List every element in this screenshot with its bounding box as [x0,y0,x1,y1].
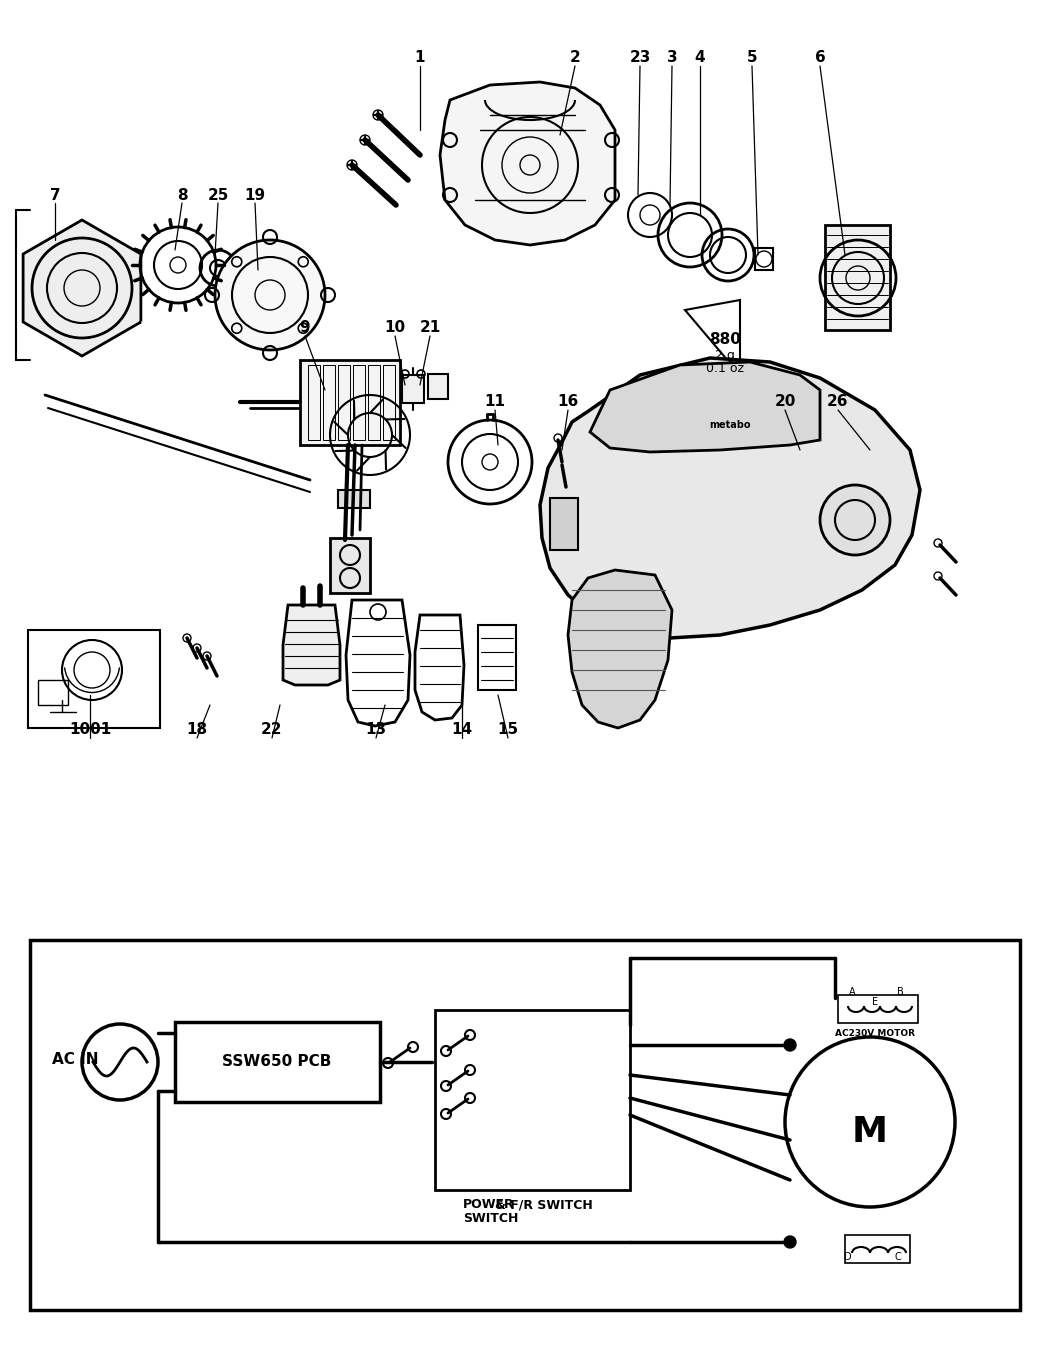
Bar [330,538,370,593]
Circle shape [215,240,326,350]
Polygon shape [540,359,920,638]
Text: 0.1 oz: 0.1 oz [706,361,744,375]
Polygon shape [568,570,672,728]
Text: 14: 14 [452,723,472,738]
Text: 18: 18 [187,723,208,738]
Text: 11: 11 [484,394,505,409]
Circle shape [82,1024,158,1101]
Bar [825,225,890,330]
Text: D: D [844,1253,852,1262]
Bar [550,498,578,550]
Circle shape [784,1236,796,1249]
Text: E: E [872,997,878,1008]
Circle shape [441,1109,452,1118]
Text: C: C [895,1253,901,1262]
Text: 22: 22 [261,723,282,738]
Text: 2: 2 [569,51,581,66]
Circle shape [360,136,370,145]
Text: AC230V MOTOR: AC230V MOTOR [835,1029,915,1039]
Text: 8: 8 [176,188,187,203]
Bar [838,995,918,1023]
Circle shape [441,1046,452,1055]
Bar [28,630,160,728]
Text: 880: 880 [709,333,741,348]
Bar [38,680,68,705]
Text: POWER: POWER [463,1198,514,1212]
Bar [338,490,370,508]
Text: M: M [852,1114,888,1149]
Circle shape [820,485,890,554]
Circle shape [784,1039,796,1051]
Text: 6: 6 [815,51,825,66]
Text: 13: 13 [365,723,386,738]
Polygon shape [23,220,141,356]
Text: SSW650 PCB: SSW650 PCB [223,1054,332,1069]
Text: 20: 20 [774,394,796,409]
Polygon shape [440,82,615,245]
Bar [300,360,400,445]
Text: 1001: 1001 [69,723,111,738]
Text: 19: 19 [245,188,266,203]
Circle shape [465,1029,475,1040]
Circle shape [785,1036,956,1207]
Text: metabo: metabo [709,420,751,430]
Text: 25: 25 [207,188,229,203]
Bar [435,1010,630,1190]
Bar [428,374,448,398]
Text: B: B [897,987,903,997]
Text: AC IN: AC IN [52,1053,99,1068]
Bar [308,366,320,439]
Text: 23: 23 [629,51,651,66]
Bar [478,626,516,690]
Circle shape [465,1065,475,1075]
Circle shape [408,1042,418,1051]
Bar [30,941,1020,1310]
Text: 26: 26 [827,394,848,409]
Circle shape [346,160,357,170]
Circle shape [465,1092,475,1103]
Text: 5: 5 [747,51,757,66]
Bar [175,1023,380,1102]
Text: 21: 21 [419,320,441,335]
Polygon shape [284,605,340,684]
Bar [353,366,365,439]
Bar [338,366,350,439]
Bar [323,366,335,439]
Text: 10: 10 [384,320,405,335]
Bar [368,366,380,439]
Circle shape [383,1058,393,1068]
Text: & F/R SWITCH: & F/R SWITCH [495,1198,593,1212]
Text: 7: 7 [49,188,60,203]
Text: 9: 9 [299,320,311,335]
Bar [402,375,424,402]
Polygon shape [590,361,820,452]
Text: SWITCH: SWITCH [463,1212,519,1224]
Text: 1: 1 [415,51,425,66]
Text: 3: 3 [667,51,677,66]
Bar [755,248,773,270]
Text: 16: 16 [558,394,579,409]
Text: 15: 15 [498,723,519,738]
Bar [383,366,395,439]
Bar [845,1235,910,1264]
Circle shape [373,110,383,120]
Text: 4: 4 [695,51,706,66]
Circle shape [441,1082,452,1091]
Text: 2 g: 2 g [715,349,735,361]
Text: A: A [848,987,856,997]
